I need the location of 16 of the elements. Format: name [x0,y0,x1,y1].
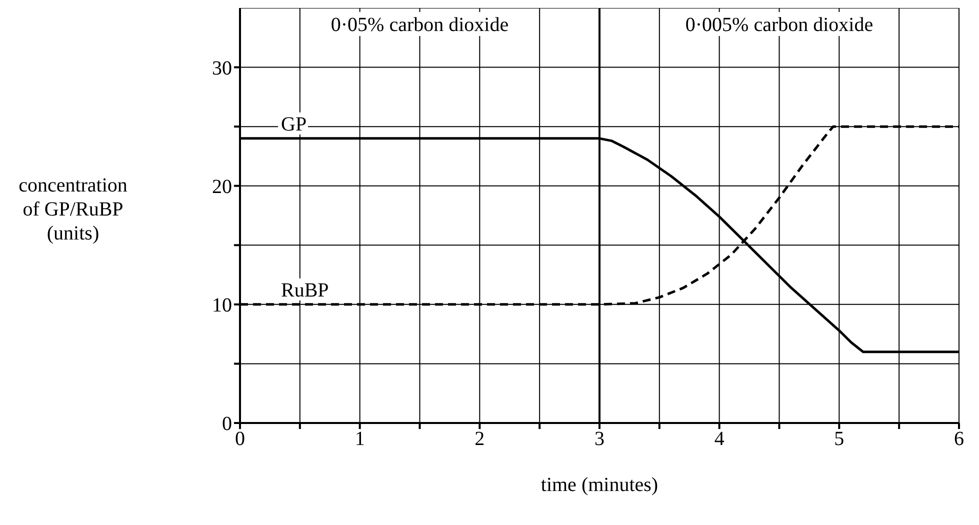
annotation: 0·05% carbon dioxide [330,14,509,36]
x-tick-label: 4 [714,428,724,450]
y-tick-label: 10 [212,294,232,317]
annotation: 0·005% carbon dioxide [685,14,874,36]
y-tick-label: 0 [222,413,232,436]
x-tick-label: 3 [594,428,604,450]
x-tick-label: 1 [354,428,365,450]
y-tick-label: 20 [212,176,232,198]
x-axis-title: time (minutes) [540,474,658,496]
series-label: RuBP [281,279,329,302]
x-tick-label: 5 [834,428,844,450]
series-label: GP [281,113,307,136]
y-tick-label: 30 [212,57,232,80]
x-tick-label: 2 [474,428,485,450]
y-axis-title: concentration of GP/RuBP (units) [18,174,128,244]
x-tick-label: 6 [954,428,964,450]
